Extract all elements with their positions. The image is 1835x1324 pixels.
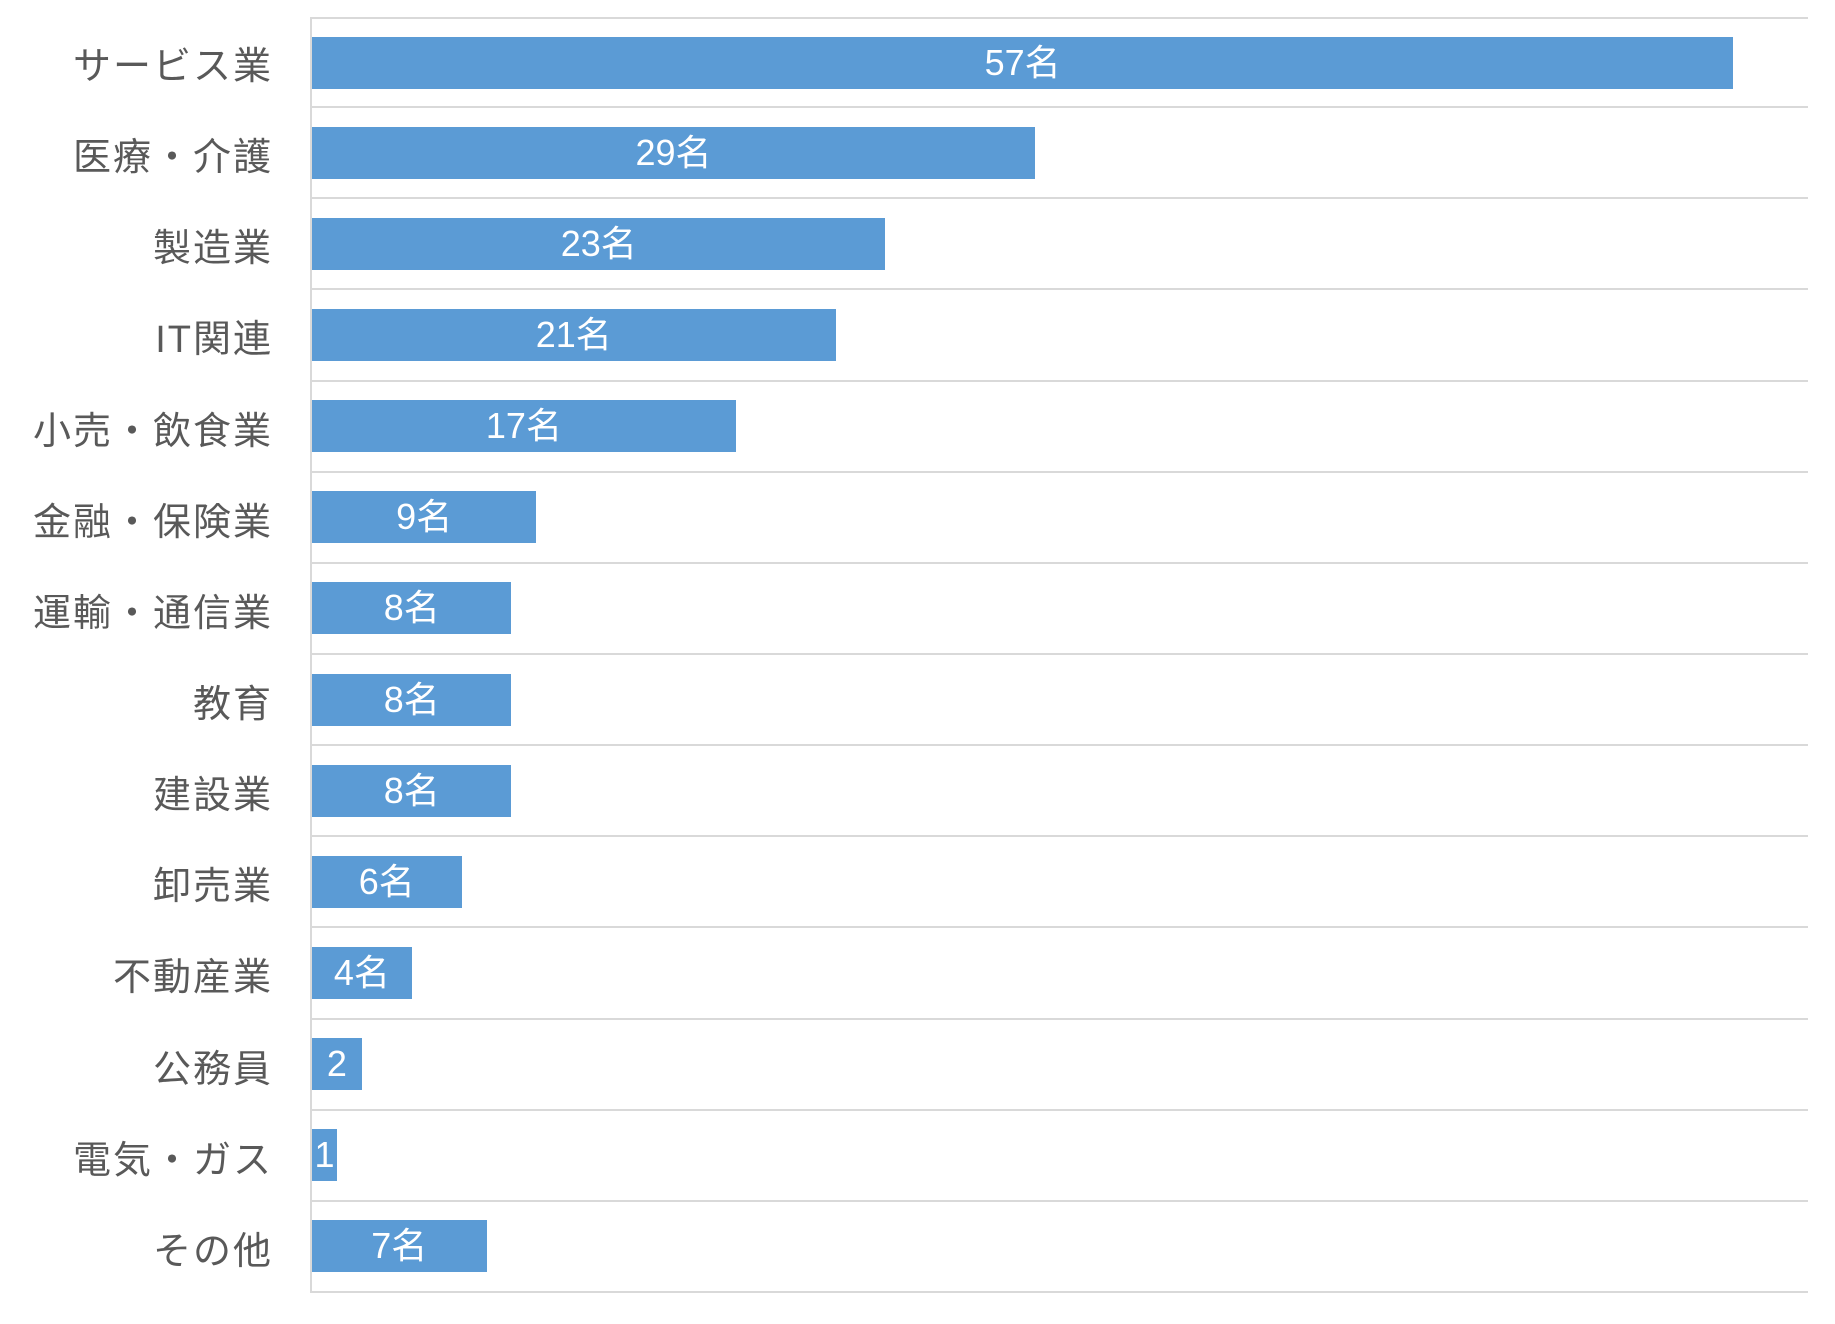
bar-track: 9名 <box>310 472 1808 564</box>
bar: 8名 <box>312 582 512 635</box>
chart-row: 建設業 8名 <box>0 746 1808 838</box>
chart-row: 教育 8名 <box>0 654 1808 747</box>
bar: 9名 <box>312 491 537 544</box>
bar: 4名 <box>312 946 412 999</box>
category-label: 卸売業 <box>152 866 273 909</box>
bar-value-label: 4名 <box>333 951 390 993</box>
bar-value-label: 9名 <box>396 496 453 538</box>
category-label: 製造業 <box>152 228 273 271</box>
plot-area: サービス業 57名 医療・介護 29名 製造業 23名 <box>0 17 1808 1293</box>
bar: 6名 <box>312 855 462 908</box>
bar-track: 8名 <box>310 746 1808 838</box>
chart-row: IT関連 21名 <box>0 290 1808 382</box>
bar-track: 23名 <box>310 199 1808 291</box>
bar: 29名 <box>312 126 1036 179</box>
bar-track: 8名 <box>310 563 1808 655</box>
category-label: 公務員 <box>152 1048 273 1091</box>
category-label: 不動産業 <box>112 957 273 1000</box>
bar-value-label: 8名 <box>383 678 440 720</box>
category-label: 小売・飲食業 <box>32 410 273 453</box>
category-label: 電気・ガス <box>72 1139 273 1182</box>
bar-track: 1 <box>310 1110 1808 1202</box>
chart-row: 医療・介護 29名 <box>0 108 1808 200</box>
chart-row: 公務員 2 <box>0 1019 1808 1111</box>
bar: 2 <box>312 1038 362 1091</box>
category-label: 運輸・通信業 <box>32 592 273 635</box>
bar-value-label: 7名 <box>371 1225 428 1267</box>
bar-track: 4名 <box>310 928 1808 1020</box>
category-label: 建設業 <box>152 775 273 818</box>
category-label: 金融・保険業 <box>32 501 273 544</box>
bar-value-label: 29名 <box>635 131 712 173</box>
bar-value-label: 8名 <box>383 587 440 629</box>
bar-track: 17名 <box>310 381 1808 473</box>
chart-row: その他 7名 <box>0 1201 1808 1293</box>
chart-row: 製造業 23名 <box>0 199 1808 291</box>
category-label: 教育 <box>192 684 273 727</box>
bar-track: 7名 <box>310 1201 1808 1293</box>
bar-track: 57名 <box>310 17 1808 109</box>
bar-value-label: 57名 <box>984 41 1061 83</box>
bar-value-label: 21名 <box>535 313 612 355</box>
bar: 21名 <box>312 308 836 361</box>
category-label: サービス業 <box>72 46 273 89</box>
chart-row: サービス業 57名 <box>0 17 1808 109</box>
bar: 8名 <box>312 673 512 726</box>
bar: 23名 <box>312 217 886 270</box>
chart-row: 金融・保険業 9名 <box>0 472 1808 564</box>
bar-track: 29名 <box>310 108 1808 200</box>
chart-row: 電気・ガス 1 <box>0 1110 1808 1202</box>
chart-row: 不動産業 4名 <box>0 928 1808 1020</box>
bar: 8名 <box>312 764 512 817</box>
bar-track: 6名 <box>310 837 1808 929</box>
bar: 17名 <box>312 400 736 453</box>
bar-track: 21名 <box>310 290 1808 382</box>
bar: 1 <box>312 1129 337 1182</box>
chart-row: 小売・飲食業 17名 <box>0 381 1808 473</box>
bar-value-label: 8名 <box>383 769 440 811</box>
bar: 57名 <box>312 36 1734 89</box>
bar-track: 8名 <box>310 654 1808 747</box>
bar-value-label: 1 <box>314 1134 335 1176</box>
category-label: その他 <box>152 1230 273 1273</box>
bar-track: 2 <box>310 1019 1808 1111</box>
bar: 7名 <box>312 1220 487 1273</box>
category-label: 医療・介護 <box>72 137 273 180</box>
bar-value-label: 6名 <box>358 860 415 902</box>
category-label: IT関連 <box>155 319 273 362</box>
bar-value-label: 17名 <box>485 405 562 447</box>
bar-value-label: 23名 <box>560 222 637 264</box>
chart-row: 卸売業 6名 <box>0 837 1808 929</box>
bar-value-label: 2 <box>326 1043 347 1085</box>
chart-row: 運輸・通信業 8名 <box>0 563 1808 655</box>
